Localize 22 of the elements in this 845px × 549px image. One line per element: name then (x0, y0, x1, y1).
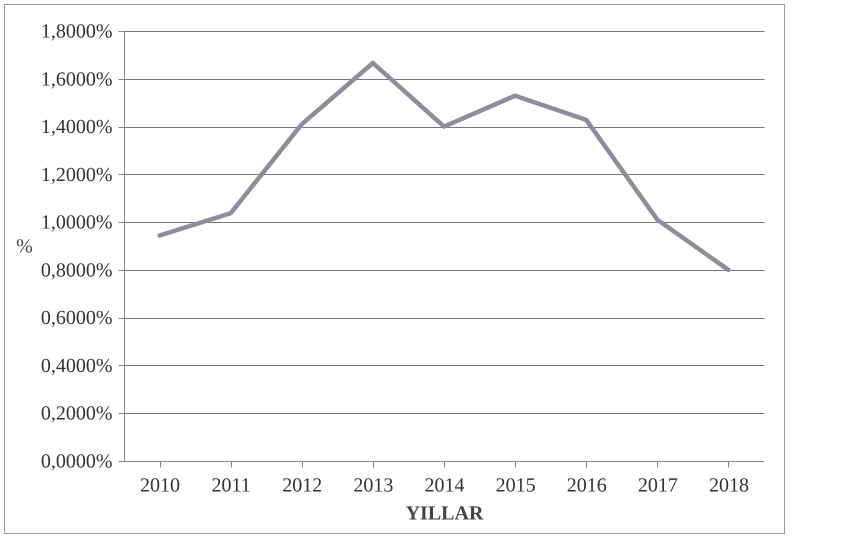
x-axis-title: YILLAR (406, 502, 484, 524)
y-tick-label: 0,6000% (40, 307, 112, 330)
y-tick-label: 0,4000% (40, 354, 112, 377)
x-tick-label: 2017 (638, 474, 678, 496)
x-tick-label: 2015 (496, 474, 536, 496)
y-tick-label: 0,0000% (40, 450, 112, 472)
x-tick-label: 2016 (566, 474, 607, 496)
y-tick-label: 1,2000% (40, 164, 112, 186)
y-axis-title: % (16, 236, 33, 258)
line-series (157, 60, 731, 272)
y-tick-label: 1,6000% (40, 68, 112, 90)
x-tick-label: 2018 (708, 474, 749, 496)
x-tick-label: 2014 (424, 474, 464, 496)
x-tick-label: 2011 (212, 474, 251, 496)
y-tick-label: 1,4000% (40, 116, 112, 138)
x-tick-label: 2012 (282, 474, 322, 496)
y-tick-label: 1,8000% (40, 20, 112, 42)
x-tick-label: 2010 (140, 474, 180, 496)
x-tick-label: 2013 (353, 474, 394, 496)
y-tick-label: 1,0000% (40, 212, 112, 234)
y-tick-label: 0,2000% (40, 402, 112, 425)
y-tick-label: 0,8000% (40, 259, 112, 282)
